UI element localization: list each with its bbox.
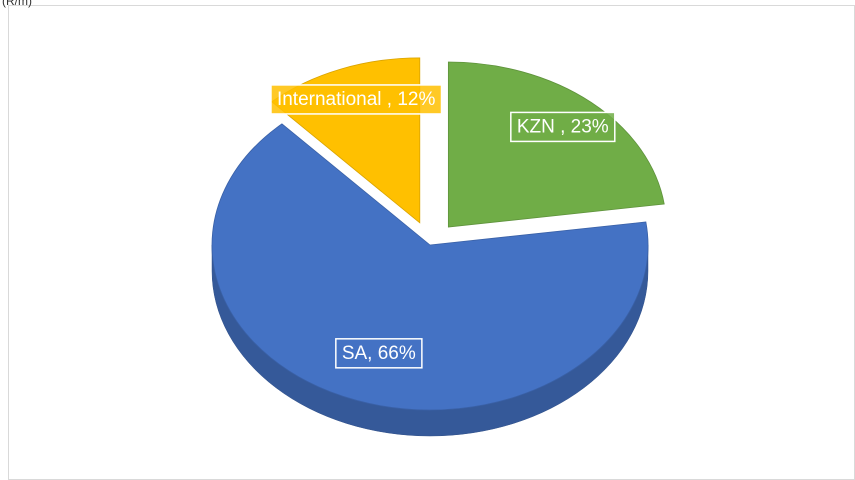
slice	[211, 123, 649, 411]
chart-title: (R/m)	[2, 0, 32, 8]
data-label: KZN , 23%	[517, 116, 609, 137]
slice	[447, 61, 665, 228]
data-label-box	[510, 111, 616, 143]
data-label: SA, 66%	[342, 343, 416, 364]
data-label: International , 12%	[277, 89, 436, 110]
data-label-box	[270, 84, 443, 115]
data-label-box	[335, 338, 423, 369]
